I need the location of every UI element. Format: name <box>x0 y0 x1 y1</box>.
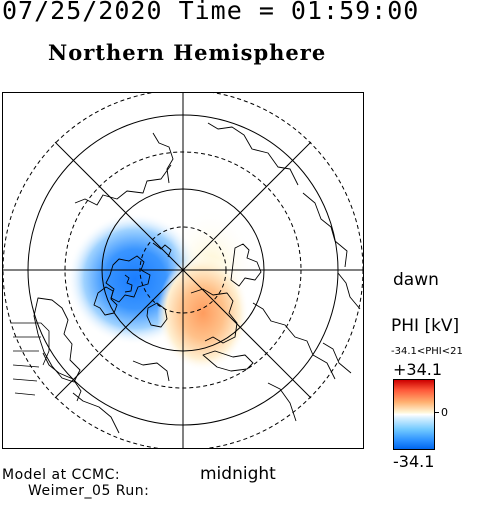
coast-greenland <box>105 255 151 303</box>
coastlines <box>33 122 361 434</box>
dawn-label: dawn <box>393 270 439 290</box>
colorbar-range-label: -34.1<PHI<21 <box>391 346 463 357</box>
colorbar-max-label: +34.1 <box>393 360 443 379</box>
coast-asia-east <box>302 192 348 268</box>
model-line-1: Model at CCMC: <box>2 467 121 483</box>
coast-europe <box>190 288 238 344</box>
colorbar-min-label: -34.1 <box>393 452 435 471</box>
border-line-3 <box>12 364 40 368</box>
coast-island-3 <box>146 302 168 328</box>
border-canada-us <box>11 322 50 366</box>
model-line-2: Weimer_05 Run: <box>28 483 150 499</box>
coast-island-1 <box>93 286 118 316</box>
date-time-header: 07/25/2020 Time = 01:59:00 <box>2 0 420 25</box>
political-borders <box>11 322 50 396</box>
midnight-label: midnight <box>200 464 276 484</box>
coast-inner-1 <box>124 274 133 293</box>
border-line-4 <box>12 378 38 382</box>
coast-novaya-zemlya <box>230 243 262 287</box>
coast-kamchatka <box>337 272 361 310</box>
coast-asia-south <box>252 302 336 380</box>
coast-siberia-west <box>74 164 172 206</box>
coast-japan <box>322 342 352 374</box>
colorbar-quantity-label: PHI [kV] <box>391 316 460 336</box>
colorbar-zero-tick <box>434 412 439 413</box>
coast-america-gulf <box>42 352 82 402</box>
meridian-diag-2 <box>54 141 312 399</box>
coast-caribbean <box>72 392 120 434</box>
model-info: Model at CCMC: Weimer_05 Run: <box>2 467 149 499</box>
coast-china <box>267 382 297 422</box>
border-line-5 <box>14 392 36 396</box>
coast-africa-north <box>132 360 170 382</box>
potential-contours <box>67 209 255 371</box>
positive-cell <box>157 255 249 371</box>
polar-map-svg <box>3 93 363 448</box>
colorbar <box>393 379 435 450</box>
colorbar-zero-label: 0 <box>441 406 448 419</box>
meridians <box>3 93 363 448</box>
coast-america-east <box>33 297 81 383</box>
polar-map <box>2 92 364 449</box>
coast-scandinavia <box>152 132 174 184</box>
coast-med <box>202 350 254 372</box>
coast-islands-2 <box>152 242 172 258</box>
page-title: Northern Hemisphere <box>48 40 327 65</box>
coast-asia-north <box>207 122 299 186</box>
